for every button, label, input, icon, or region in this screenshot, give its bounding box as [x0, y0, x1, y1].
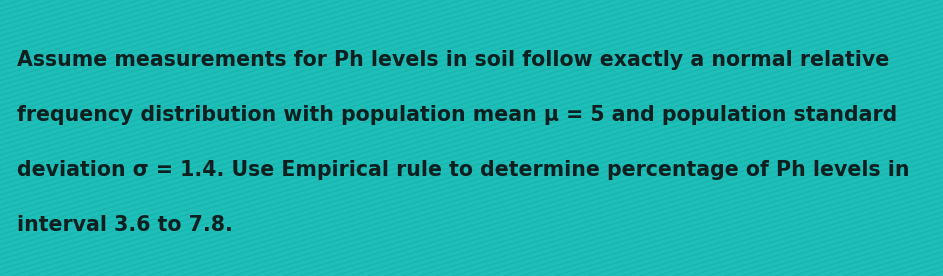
Text: interval 3.6 to 7.8.: interval 3.6 to 7.8.: [17, 215, 233, 235]
Text: deviation σ = 1.4. Use Empirical rule to determine percentage of Ph levels in: deviation σ = 1.4. Use Empirical rule to…: [17, 160, 909, 180]
Text: frequency distribution with population mean μ = 5 and population standard: frequency distribution with population m…: [17, 105, 897, 125]
Text: Assume measurements for Ph levels in soil follow exactly a normal relative: Assume measurements for Ph levels in soi…: [17, 50, 889, 70]
